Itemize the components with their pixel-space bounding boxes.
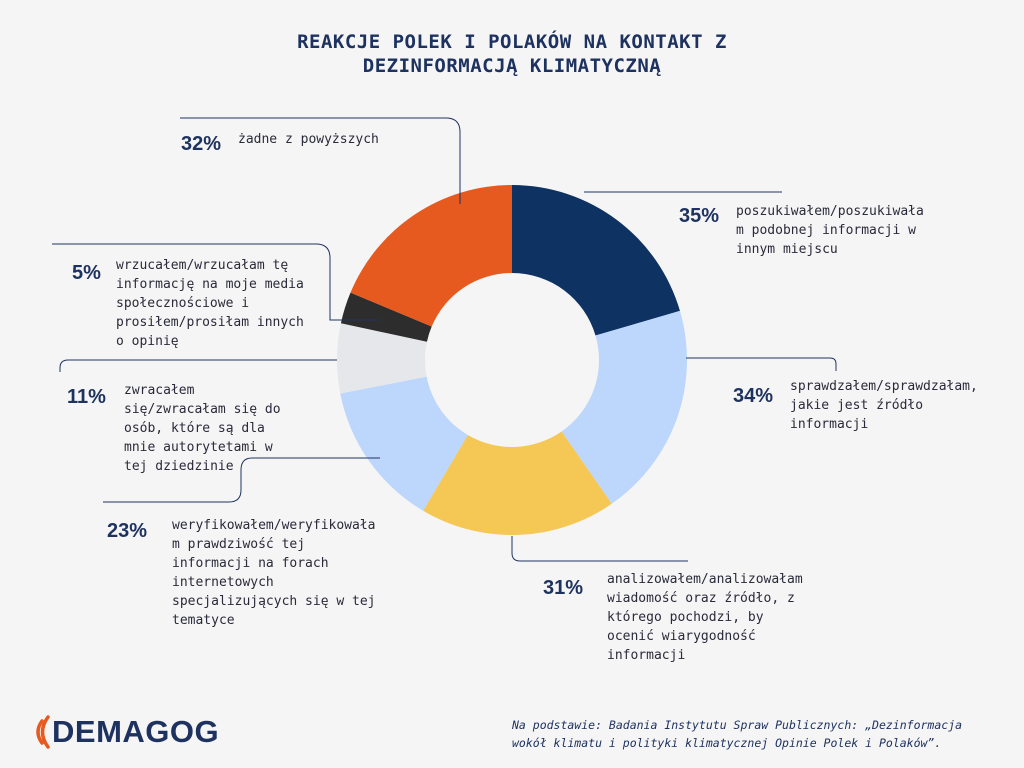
- label-line: osób, które są dla: [124, 421, 265, 436]
- label-line: m prawdziwość tej: [172, 537, 306, 552]
- label-checked-source: sprawdzałem/sprawdzałam, jakie jest źród…: [790, 377, 978, 434]
- label-line: specjalizujących się w tej: [172, 594, 376, 609]
- slice-authorities: [336, 323, 427, 394]
- signal-icon: [36, 715, 50, 749]
- label-line: informacji na forach: [172, 556, 329, 571]
- slice-searched: [512, 185, 680, 336]
- label-line: informację na moje media: [116, 277, 304, 292]
- label-line: wiadomość oraz źródło, z: [607, 591, 795, 606]
- label-line: się/zwracałam się do: [124, 402, 281, 417]
- leader-analyzed: [511, 536, 688, 562]
- slice-none: [350, 185, 512, 327]
- label-none: żadne z powyższych: [238, 130, 379, 149]
- label-line: tej dziedzinie: [124, 459, 234, 474]
- label-line: mnie autorytetami w: [124, 440, 273, 455]
- leader-forums: [103, 457, 380, 503]
- label-searched: poszukiwałem/poszukiwała m podobnej info…: [736, 202, 924, 259]
- pct-label-authorities: 11%: [67, 386, 106, 408]
- label-line: analizowałem/analizowałam: [607, 572, 803, 587]
- slice-checked-source: [561, 310, 687, 504]
- label-line: informacji: [790, 417, 869, 432]
- chart-title: REAKCJE POLEK I POLAKÓW NA KONTAKT Z DEZ…: [0, 30, 1024, 78]
- pct-label-social-media: 5%: [72, 262, 101, 284]
- label-line: prosiłem/prosiłam innych: [116, 315, 304, 330]
- label-line: zwracałem: [124, 383, 195, 398]
- label-line: ocenić wiarygodność: [607, 629, 756, 644]
- label-line: tematyce: [172, 613, 235, 628]
- title-line-2: DEZINFORMACJĄ KLIMATYCZNĄ: [362, 55, 662, 77]
- leader-social-media: [52, 243, 380, 321]
- pct-label-none: 32%: [181, 133, 222, 155]
- label-line: wrzucałem/wrzucałam tę: [116, 258, 289, 273]
- leader-none: [180, 117, 461, 204]
- label-line: m podobnej informacji w: [736, 223, 917, 238]
- slice-forums: [340, 376, 468, 511]
- logo-text: DEMAGOG: [52, 714, 220, 749]
- label-line: internetowych: [172, 575, 274, 590]
- label-line: innym miejscu: [736, 242, 838, 257]
- label-line: żadne z powyższych: [238, 132, 379, 147]
- label-line: poszukiwałem/poszukiwała: [736, 204, 924, 219]
- label-line: o opinię: [116, 334, 179, 349]
- leader-checked-source: [686, 357, 837, 371]
- title-line-1: REAKCJE POLEK I POLAKÓW NA KONTAKT Z: [297, 31, 727, 53]
- slice-social-media: [340, 292, 432, 342]
- pct-label-analyzed: 31%: [543, 577, 584, 599]
- source-note: Na podstawie: Badania Instytutu Spraw Pu…: [512, 716, 1002, 752]
- source-line-1: Na podstawie: Badania Instytutu Spraw Pu…: [512, 718, 963, 732]
- leader-authorities: [59, 359, 337, 372]
- label-forums: weryfikowałem/weryfikowała m prawdziwość…: [172, 516, 376, 630]
- slice-analyzed: [423, 431, 612, 535]
- label-line: informacji: [607, 648, 686, 663]
- pct-label-checked-source: 34%: [733, 385, 774, 407]
- label-line: weryfikowałem/weryfikowała: [172, 518, 376, 533]
- label-social-media: wrzucałem/wrzucałam tę informację na moj…: [116, 256, 304, 351]
- label-line: którego pochodzi, by: [607, 610, 764, 625]
- demagog-logo: DEMAGOG: [30, 714, 219, 750]
- label-line: sprawdzałem/sprawdzałam,: [790, 379, 978, 394]
- label-authorities: zwracałem się/zwracałam się do osób, któ…: [124, 381, 281, 476]
- source-line-2: wokół klimatu i polityki klimatycznej Op…: [512, 736, 942, 750]
- label-line: jakie jest źródło: [790, 398, 924, 413]
- label-analyzed: analizowałem/analizowałam wiadomość oraz…: [607, 570, 803, 665]
- label-line: społecznościowe i: [116, 296, 250, 311]
- pct-label-forums: 23%: [107, 520, 148, 542]
- pct-label-searched: 35%: [679, 205, 720, 227]
